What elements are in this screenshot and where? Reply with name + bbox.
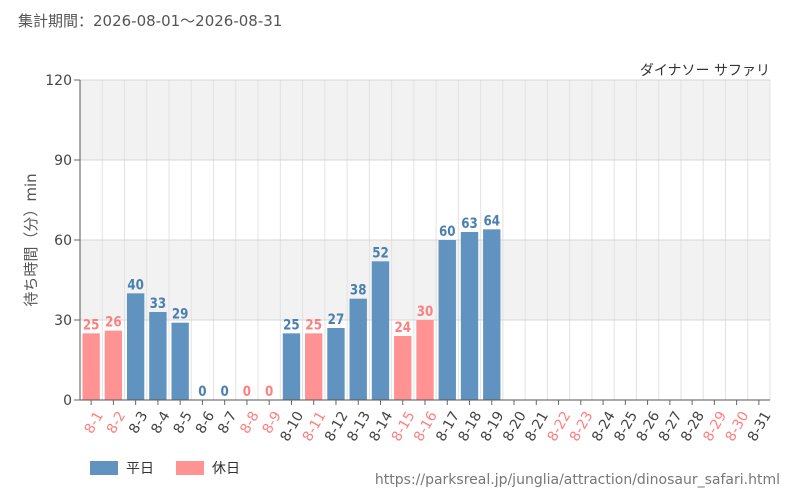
x-tick-label: 8-31 <box>745 409 775 445</box>
data-label: 33 <box>150 296 167 312</box>
x-tick-label: 8-2 <box>104 409 129 437</box>
data-label: 25 <box>283 317 300 333</box>
data-label: 52 <box>372 245 389 261</box>
data-label: 40 <box>127 277 144 293</box>
data-label: 0 <box>265 384 273 400</box>
y-axis-label: 待ち時間（分）min <box>22 173 40 306</box>
data-label: 30 <box>417 304 434 320</box>
legend-label-holiday: 休日 <box>212 461 240 477</box>
legend: 平日 休日 <box>90 458 240 478</box>
legend-swatch-holiday <box>176 461 204 475</box>
collection-period: 集計期間：2026-08-01～2026-08-31 <box>18 12 283 30</box>
x-tick-label: 8-1 <box>82 409 107 437</box>
data-label: 0 <box>243 384 251 400</box>
data-label: 38 <box>350 283 367 299</box>
x-tick-label: 8-7 <box>215 409 240 437</box>
bar <box>438 240 456 400</box>
data-label: 0 <box>221 384 229 400</box>
legend-item-holiday: 休日 <box>176 458 240 478</box>
bar <box>82 333 100 400</box>
y-tick-label: 120 <box>45 73 72 89</box>
bar <box>371 261 390 400</box>
x-tick-label: 8-3 <box>126 409 151 437</box>
grid-band <box>80 240 770 320</box>
legend-item-weekday: 平日 <box>90 458 154 478</box>
bar <box>460 232 479 400</box>
y-tick-label: 60 <box>54 233 72 249</box>
data-label: 0 <box>198 384 206 400</box>
bar <box>171 322 189 400</box>
data-label: 27 <box>328 312 345 328</box>
data-label: 63 <box>461 216 478 232</box>
x-tick-label: 8-5 <box>171 409 196 437</box>
y-tick-label: 0 <box>63 393 72 409</box>
data-label: 26 <box>105 315 122 331</box>
legend-swatch-weekday <box>90 461 118 475</box>
bar <box>327 328 345 400</box>
bar <box>282 333 301 400</box>
data-label: 25 <box>305 317 322 333</box>
x-tick-label: 8-4 <box>148 409 173 437</box>
x-tick-label: 8-6 <box>193 409 218 437</box>
legend-label-weekday: 平日 <box>126 461 154 477</box>
x-tick-label: 8-8 <box>237 409 262 437</box>
grid-band <box>80 80 770 160</box>
y-tick-label: 90 <box>54 153 72 169</box>
bar <box>394 336 412 400</box>
bar <box>483 229 501 400</box>
bar <box>416 320 434 400</box>
y-tick-label: 30 <box>54 313 72 329</box>
data-label: 25 <box>83 317 100 333</box>
data-label: 29 <box>172 307 189 323</box>
bar <box>149 312 167 400</box>
bar <box>305 333 323 400</box>
bar <box>104 330 123 400</box>
data-label: 60 <box>439 224 456 240</box>
data-label: 64 <box>483 213 500 229</box>
data-label: 24 <box>394 320 411 336</box>
bar <box>126 293 145 400</box>
chart-title: ダイナソー サファリ <box>640 63 770 79</box>
source-url: https://parksreal.jp/junglia/attraction/… <box>374 472 780 488</box>
bar <box>349 298 367 400</box>
